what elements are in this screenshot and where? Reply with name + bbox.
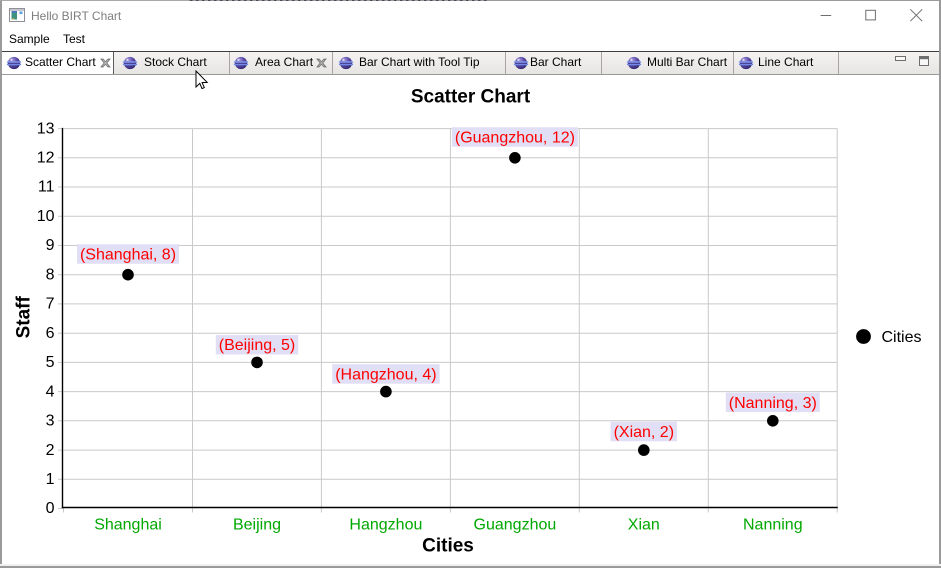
svg-text:Staff: Staff xyxy=(13,296,34,339)
svg-text:Cities: Cities xyxy=(422,536,474,557)
svg-text:10: 10 xyxy=(37,208,55,225)
svg-text:4: 4 xyxy=(46,383,55,400)
svg-text:Nanning: Nanning xyxy=(743,517,803,534)
svg-text:(Beijing, 5): (Beijing, 5) xyxy=(219,337,295,354)
svg-text:Hangzhou: Hangzhou xyxy=(349,517,422,534)
svg-text:8: 8 xyxy=(46,266,55,283)
svg-text:1: 1 xyxy=(46,471,55,488)
svg-text:Beijing: Beijing xyxy=(233,517,281,534)
svg-text:6: 6 xyxy=(46,325,55,342)
svg-text:Guangzhou: Guangzhou xyxy=(474,517,557,534)
svg-text:Cities: Cities xyxy=(882,329,922,346)
svg-text:Xian: Xian xyxy=(628,517,660,534)
svg-text:Shanghai: Shanghai xyxy=(94,517,162,534)
svg-text:(Nanning, 3): (Nanning, 3) xyxy=(729,395,817,412)
svg-text:Scatter Chart: Scatter Chart xyxy=(411,87,531,108)
svg-text:7: 7 xyxy=(46,296,55,313)
svg-text:2: 2 xyxy=(46,442,55,459)
svg-text:(Shanghai, 8): (Shanghai, 8) xyxy=(80,247,176,264)
svg-text:11: 11 xyxy=(38,179,55,196)
svg-text:(Xian, 2): (Xian, 2) xyxy=(614,424,674,441)
svg-text:12: 12 xyxy=(37,150,55,167)
svg-text:9: 9 xyxy=(46,237,55,254)
svg-text:0: 0 xyxy=(46,500,55,517)
svg-text:(Guangzhou, 12): (Guangzhou, 12) xyxy=(455,129,575,146)
svg-text:(Hangzhou, 4): (Hangzhou, 4) xyxy=(335,366,436,383)
svg-text:3: 3 xyxy=(46,413,55,430)
svg-text:13: 13 xyxy=(37,120,55,137)
svg-text:5: 5 xyxy=(46,354,55,371)
